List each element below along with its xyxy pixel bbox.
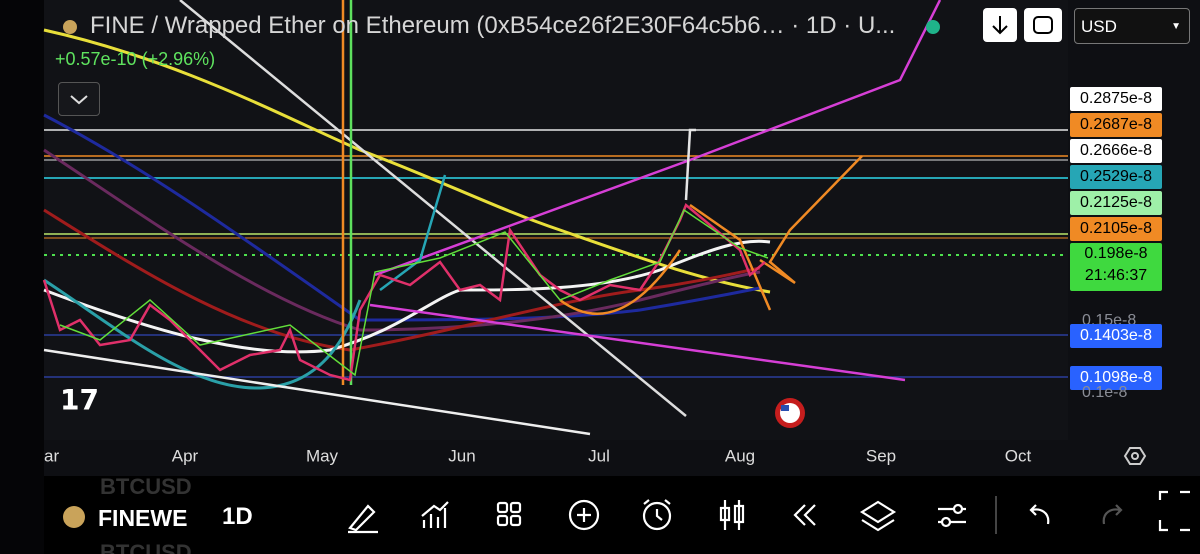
price-path-up [59, 208, 769, 377]
leg [684, 128, 696, 201]
x-label: Sep [866, 446, 896, 465]
arc-teal [43, 278, 362, 390]
arc-orange [559, 249, 682, 316]
alert-icon-hands [643, 499, 671, 521]
fullscreen-button[interactable] [1024, 8, 1062, 42]
symbol-title[interactable]: FINE / Wrapped Ether on Ethereum (0xB54c… [90, 12, 896, 39]
x-label: May [306, 446, 339, 465]
price-label: 0.2666e-8 [1070, 139, 1162, 163]
settings-icon[interactable] [1123, 447, 1147, 465]
tv-logo: 𝟭𝟳 [60, 384, 99, 415]
status-dot [926, 20, 940, 34]
toolbar-icons [348, 490, 1190, 534]
x-label: Jun [448, 446, 475, 465]
leg [689, 203, 772, 311]
download-icon [992, 16, 1008, 35]
indicator-icon[interactable] [421, 501, 449, 528]
x-label: Oct [1005, 446, 1032, 465]
settings-icon-dot [1131, 452, 1139, 460]
trend-line [374, 0, 942, 277]
currency-select[interactable]: USD ▼ [1074, 8, 1190, 44]
layout-icon [496, 514, 509, 527]
trend-line [369, 303, 906, 382]
price-change: +0.57e-10 (+2.96%) [55, 49, 216, 69]
levels [44, 129, 1068, 378]
ma-purple [43, 148, 761, 332]
slider-knob [940, 516, 952, 528]
countdown: 21:46:37 [1084, 267, 1148, 284]
toolbar-interval[interactable]: 1D [222, 503, 253, 530]
toolbar-bg [44, 476, 1200, 554]
price-label: 0.2687e-8 [1070, 113, 1162, 137]
ghost-symbol: BTCUSD [100, 540, 192, 554]
layers-icon[interactable] [859, 500, 897, 532]
layout-icon[interactable] [496, 501, 509, 514]
replay-icon[interactable] [793, 504, 816, 526]
trend-line [43, 348, 591, 436]
layout-icon [509, 501, 522, 514]
ma-red [43, 208, 761, 352]
x-label: Apr [172, 446, 199, 465]
price-label: 0.2875e-8 [1070, 87, 1162, 111]
symbol-icon [63, 506, 85, 528]
fullscreen-icon[interactable] [1158, 490, 1190, 532]
moving-averages [43, 28, 771, 390]
axis-price: 0.1e-8 [1082, 384, 1128, 401]
ma-white [43, 239, 771, 354]
last-price-label: 0.198e-8 21:46:37 [1070, 243, 1162, 291]
fullscreen-icon [1033, 16, 1053, 34]
price-label: 0.2105e-8 [1070, 217, 1162, 241]
last-price: 0.198e-8 [1084, 245, 1148, 262]
alert-icon[interactable] [642, 501, 672, 531]
leg [759, 155, 863, 285]
x-label: Jul [588, 446, 610, 465]
dropdown-arrow: ▼ [1171, 21, 1181, 32]
price-label: 0.2125e-8 [1070, 191, 1162, 215]
undo-icon[interactable] [1029, 504, 1050, 525]
price-label: 0.2529e-8 [1070, 165, 1162, 189]
toolbar-symbol[interactable]: FINEWE [98, 505, 188, 531]
slider-knob [952, 503, 964, 515]
candle-icon [733, 504, 745, 524]
redo-icon [1102, 504, 1123, 525]
ghost-symbol: BTCUSD [100, 474, 192, 499]
ma-yellow [43, 28, 771, 294]
symbol-icon [63, 20, 77, 34]
currency-value: USD [1081, 17, 1117, 36]
collapse-button[interactable] [58, 82, 100, 116]
trend-line [179, 0, 687, 417]
ma-blue [43, 113, 761, 322]
trend-lines [43, 0, 942, 436]
download-button[interactable] [983, 8, 1017, 42]
x-label: Aug [725, 446, 755, 465]
add-icon-cross [577, 508, 591, 522]
price-label: 0.1098e-8 [1070, 366, 1162, 390]
add-icon[interactable] [568, 499, 600, 531]
chevron [70, 95, 88, 105]
draw-icon[interactable] [348, 504, 378, 534]
candle-icon [719, 506, 731, 522]
x-label: ar [44, 446, 59, 465]
layout-icon [509, 514, 522, 527]
flag-canton [781, 405, 789, 411]
price-label: 0.1403e-8 [1070, 324, 1162, 348]
left-edge [0, 0, 44, 554]
